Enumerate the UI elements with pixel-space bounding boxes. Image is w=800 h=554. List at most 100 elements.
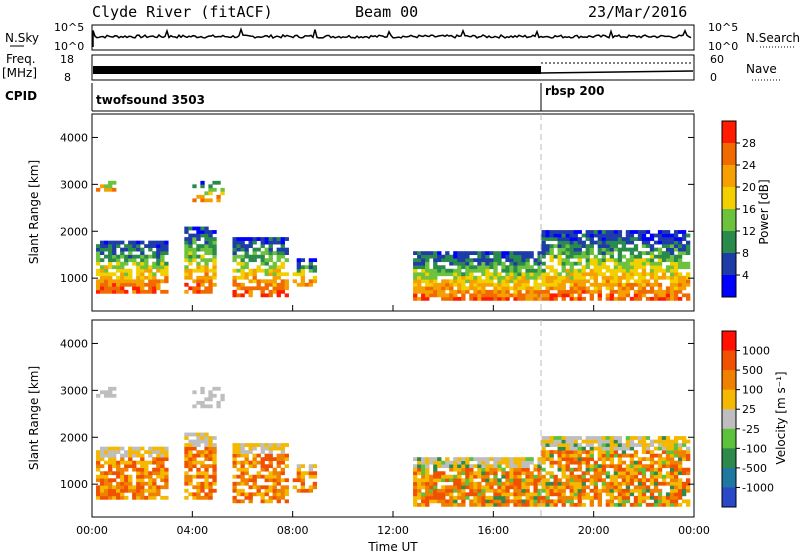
power-cell [465, 279, 470, 284]
power-cell [493, 261, 498, 266]
velocity-cell [308, 488, 314, 493]
x-tick-label: 20:00 [578, 524, 610, 537]
velocity-cell [96, 485, 101, 490]
power-cell [184, 268, 189, 273]
power-cell [276, 247, 281, 252]
power-cell [609, 286, 615, 291]
power-cell [665, 254, 671, 259]
velocity-cell [541, 467, 546, 472]
power-cell [248, 286, 253, 291]
velocity-cell [473, 495, 478, 500]
velocity-cell [665, 439, 671, 444]
velocity-cell [493, 495, 498, 500]
power-cell [477, 286, 482, 291]
velocity-cell [561, 492, 566, 497]
power-cell [629, 240, 635, 245]
power-cell [625, 289, 631, 294]
velocity-cell [521, 499, 526, 504]
power-cell [196, 230, 201, 234]
power-cell [589, 251, 594, 256]
nave-label: Nave [746, 62, 777, 76]
power-cell [212, 268, 217, 273]
power-cell [653, 293, 659, 298]
power-cell [208, 233, 213, 238]
power-cell [637, 282, 643, 287]
power-cell [541, 293, 546, 298]
power-cell [140, 258, 145, 263]
velocity-cell [629, 453, 635, 458]
velocity-cell [501, 460, 506, 465]
velocity-cell [216, 400, 221, 405]
power-cell [581, 286, 586, 291]
power-cell [413, 279, 418, 284]
velocity-cell [184, 488, 189, 493]
velocity-cell [565, 443, 570, 447]
power-cell [569, 282, 574, 287]
power-cell [553, 244, 558, 248]
velocity-cell [280, 460, 285, 465]
power-cell [280, 254, 285, 259]
velocity-cell [597, 474, 602, 479]
x-tick-label: 00:00 [76, 524, 108, 537]
power-cell [232, 254, 237, 259]
power-cell [625, 230, 631, 234]
power-cell [669, 293, 675, 298]
power-cell [457, 254, 462, 259]
power-cell [96, 286, 101, 291]
velocity-cell [649, 471, 655, 476]
velocity-cell [529, 481, 534, 486]
velocity-cell [204, 443, 209, 447]
power-cell [232, 240, 237, 245]
power-cell [593, 289, 598, 294]
power-cell [216, 180, 221, 185]
velocity-cell [585, 478, 590, 483]
power-cell [553, 272, 558, 277]
velocity-cell [284, 453, 289, 458]
velocity-cell [609, 453, 615, 458]
power-cell [673, 258, 679, 263]
velocity-cell [100, 481, 105, 486]
velocity-cell [685, 499, 691, 504]
power-cell [657, 296, 663, 301]
power-cell [212, 272, 217, 277]
velocity-cell [569, 446, 574, 451]
power-cell [264, 272, 269, 277]
power-cell [561, 265, 566, 270]
power-cell [204, 191, 209, 196]
power-cell [533, 275, 538, 280]
power-cell [457, 251, 462, 256]
velocity-cell [200, 495, 205, 500]
power-cell [609, 254, 615, 259]
velocity-cell [573, 453, 578, 458]
velocity-cell [152, 485, 157, 490]
velocity-cell [300, 485, 306, 490]
power-cell [577, 244, 582, 248]
power-cell [645, 296, 651, 301]
velocity-cell [244, 471, 249, 476]
velocity-cell [505, 460, 510, 465]
velocity-cell [585, 436, 590, 440]
power-cell [557, 237, 562, 241]
power-cell [641, 289, 647, 294]
velocity-cell [501, 492, 506, 497]
power-cell [677, 244, 683, 248]
velocity-cell [164, 495, 169, 500]
power-cell [449, 254, 454, 259]
velocity-cell [469, 481, 474, 486]
power-cell [557, 279, 562, 284]
power-cell [597, 240, 602, 245]
velocity-cell [204, 397, 209, 402]
velocity-cell [268, 474, 273, 479]
velocity-cell [565, 436, 570, 440]
power-cell [661, 293, 667, 298]
velocity-cell [669, 485, 675, 490]
power-cell [465, 275, 470, 280]
colorbar-tick-label: -500 [742, 462, 767, 475]
velocity-cell [665, 474, 671, 479]
velocity-cell [100, 495, 105, 500]
power-cell [449, 261, 454, 266]
velocity-cell [653, 439, 659, 444]
power-cell [244, 286, 249, 291]
velocity-cell [208, 453, 213, 458]
power-cell [280, 279, 285, 284]
